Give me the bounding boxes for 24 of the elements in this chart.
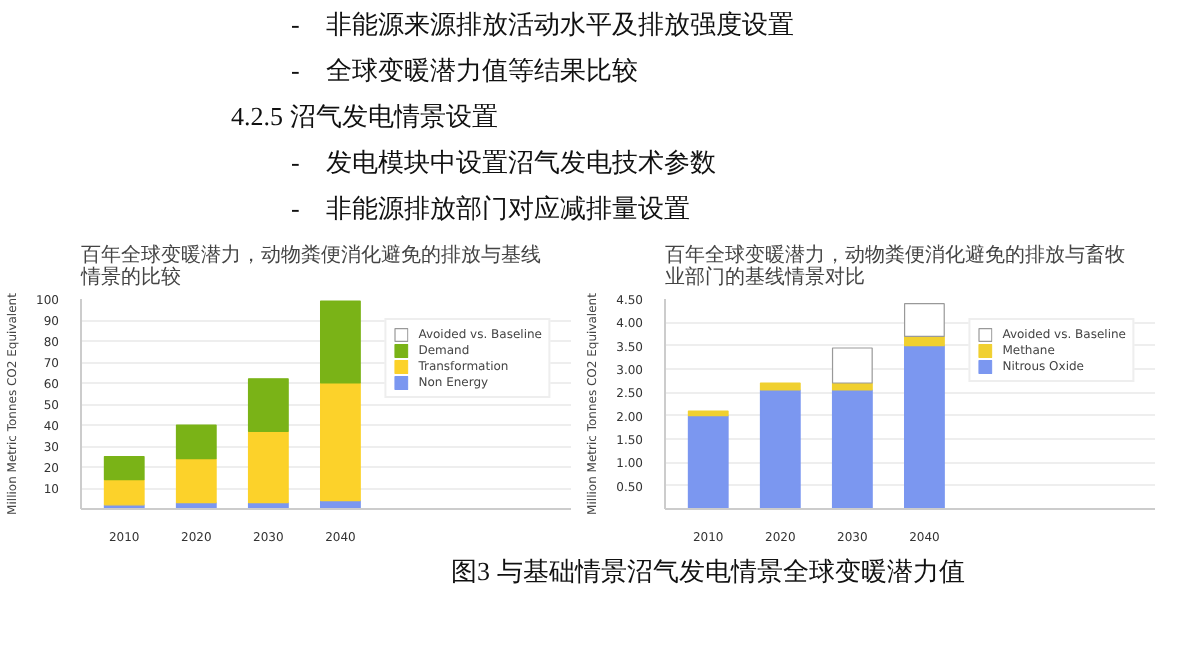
bar (247, 378, 289, 432)
bar (904, 303, 945, 337)
bar (687, 410, 729, 417)
bar (103, 455, 145, 481)
text: - 全球变暖潜力值等结果比较 (291, 55, 638, 85)
chart-title: 百年全球变暖潜力，动物粪便消化避免的排放与畜牧业部门的基线情景对比 (665, 243, 1125, 289)
chart-title: 百年全球变暖潜力，动物粪便消化避免的排放与基线情景的比较 (79, 243, 541, 289)
text: - 非能源排放部门对应减排量设置 (291, 193, 690, 223)
text: - 发电模块中设置沼气发电技术参数 (291, 147, 716, 177)
bar (175, 458, 217, 504)
bar (831, 389, 873, 509)
bar (759, 382, 801, 391)
bar (247, 430, 289, 504)
bar (175, 424, 217, 460)
bar (320, 382, 361, 502)
bar (759, 389, 801, 509)
bar (831, 347, 873, 384)
text: 4.2.5 沼气发电情景设置 (231, 101, 498, 131)
bar (320, 300, 361, 384)
caption: 图3 与基础情景沼气发电情景全球变暖潜力值 (451, 556, 965, 586)
bar (904, 345, 945, 509)
text: - 非能源来源排放活动水平及排放强度设置 (291, 9, 794, 39)
bar (103, 479, 145, 506)
bar (687, 415, 729, 509)
